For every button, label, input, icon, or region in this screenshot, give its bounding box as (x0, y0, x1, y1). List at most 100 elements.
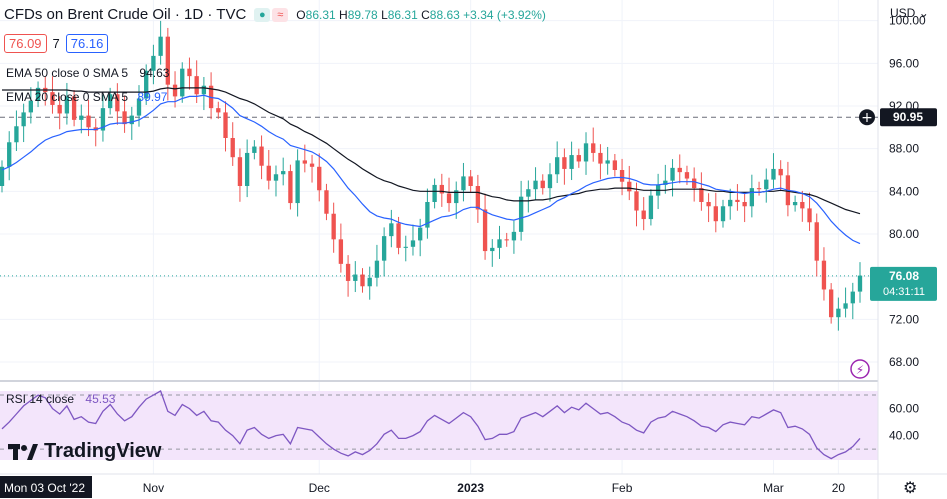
candle-body (180, 68, 185, 97)
candle-body (771, 168, 776, 180)
candle-body (814, 222, 819, 261)
candle (208, 72, 214, 120)
lightning-icon[interactable]: ⚡ (850, 359, 870, 379)
candle-body (756, 188, 762, 190)
candle-body (14, 126, 19, 143)
gear-icon[interactable]: ⚙ (903, 480, 918, 497)
candle (381, 227, 387, 277)
candle (807, 192, 812, 232)
candle-body (598, 152, 603, 164)
candle (7, 131, 12, 181)
candle (432, 178, 437, 209)
candle-body (237, 157, 243, 186)
candle-body (64, 96, 70, 114)
candle-body (252, 146, 257, 153)
candle (497, 225, 502, 259)
candle (14, 110, 19, 152)
candle-body (244, 152, 250, 186)
candle-body (432, 184, 437, 202)
candle-body (699, 188, 704, 202)
candle (28, 87, 34, 124)
tradingview-logo[interactable]: TradingView (8, 440, 161, 463)
ema50-legend[interactable]: EMA 50 close 0 SMA 5 94.63 (6, 66, 170, 80)
candle-body (194, 76, 199, 95)
candle (158, 20, 163, 65)
candle-body (533, 180, 538, 190)
candle-body (273, 174, 279, 181)
candle (648, 189, 654, 226)
candle-body (201, 85, 207, 95)
candle-body (216, 108, 221, 113)
sell-price-button[interactable]: 76.09 (4, 34, 47, 53)
rsi-legend[interactable]: RSI 14 close 45.53 (6, 392, 116, 406)
candle (353, 261, 358, 293)
time-axis: Mon 03 Oct '22 Nov Dec 2023 Feb Mar 20 (0, 476, 845, 498)
candle-body (223, 112, 228, 138)
alert-price-label: 90.95 (880, 108, 937, 127)
candle-body (684, 172, 690, 179)
candle-body (403, 246, 408, 248)
candle (79, 104, 84, 134)
price-tick-label: 100.00 (889, 14, 926, 28)
tilde-icon: ≈ (272, 7, 289, 22)
candle-body (79, 115, 84, 120)
rsi-tick-label: 60.00 (889, 402, 919, 416)
candle-body (317, 166, 322, 191)
candle (547, 163, 553, 202)
candle-body (389, 223, 394, 237)
brand-name: TradingView (44, 440, 162, 462)
candle-body (107, 94, 113, 109)
date-cursor-label-bg (0, 476, 92, 498)
ema20-line (1, 94, 861, 245)
alert-plus-icon[interactable]: + (859, 109, 875, 126)
candle-body (338, 239, 344, 264)
time-tick-label: Mar (763, 481, 784, 495)
candle (569, 141, 574, 181)
candle-body (396, 223, 401, 248)
market-status-badge[interactable]: ● ≈ (254, 7, 289, 22)
candle-body (828, 289, 834, 318)
candle-body (728, 199, 733, 207)
candle-body (439, 184, 444, 194)
candle (122, 95, 127, 133)
candle-body (35, 87, 41, 101)
candle-body (360, 274, 365, 287)
candle (100, 94, 106, 142)
candle (403, 235, 408, 262)
symbol-title[interactable]: CFDs on Brent Crude Oil · 1D · TVC (4, 6, 247, 23)
candle-body (742, 202, 747, 207)
ohlc-values: O86.31 H89.78 L86.31 C88.63 +3.34 (+3.92… (296, 7, 546, 22)
candle (490, 239, 495, 267)
candle-body (172, 84, 178, 97)
candle-body (446, 193, 452, 204)
candle-body (295, 160, 300, 204)
candle-body (547, 174, 553, 189)
candle-body (266, 165, 271, 181)
candle-body (677, 167, 682, 173)
ema50-line (2, 87, 861, 215)
candle-body (425, 202, 430, 228)
candle-body (468, 176, 473, 186)
chevron-down-icon: ⌄ (918, 6, 929, 20)
candle (540, 174, 545, 195)
chart-header: CFDs on Brent Crude Oil · 1D · TVC ● ≈ O… (4, 6, 546, 23)
buy-price-button[interactable]: 76.16 (65, 34, 109, 53)
currency-selector[interactable]: USD ⌄ (890, 6, 929, 20)
candle (187, 57, 192, 90)
candle (634, 182, 639, 227)
candle-body (353, 274, 358, 281)
candle (244, 139, 250, 198)
candle (670, 159, 675, 197)
ema20-legend[interactable]: EMA 20 close 0 SMA 5 89.97 (6, 90, 168, 104)
candle-body (302, 160, 307, 164)
candle-body (0, 166, 5, 186)
candles (0, 20, 863, 331)
candle-body (627, 181, 632, 192)
alert-price-text: 90.95 (893, 110, 923, 124)
svg-text:+: + (861, 110, 873, 126)
candle (331, 202, 336, 253)
candle-body (374, 260, 380, 278)
candle-body (778, 168, 783, 176)
price-tick-label: 88.00 (889, 142, 919, 156)
